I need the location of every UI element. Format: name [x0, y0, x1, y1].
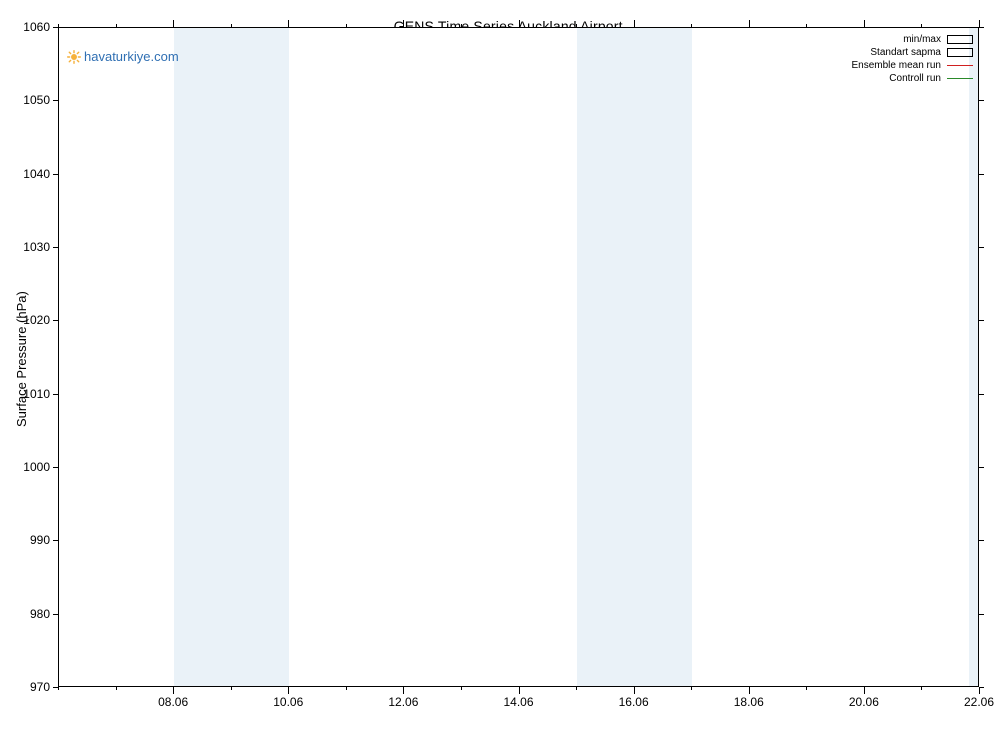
- x-tick-mark-major: [403, 687, 404, 694]
- x-tick-label: 12.06: [388, 695, 418, 709]
- right-edge-band: [969, 28, 978, 686]
- x-tick-mark-minor: [116, 687, 117, 690]
- legend-item-label: Standart sapma: [870, 46, 941, 59]
- x-tick-mark-minor: [461, 24, 462, 27]
- x-tick-mark-major: [979, 20, 980, 27]
- x-tick-mark-minor: [461, 687, 462, 690]
- y-tick-mark: [53, 614, 58, 615]
- x-tick-mark-major: [634, 687, 635, 694]
- x-tick-mark-minor: [921, 687, 922, 690]
- x-tick-mark-major: [864, 687, 865, 694]
- watermark: havaturkiye.com: [67, 49, 179, 64]
- x-tick-mark-major: [519, 20, 520, 27]
- legend-item-label: min/max: [903, 33, 941, 46]
- y-tick-mark: [979, 247, 984, 248]
- y-tick-mark: [979, 174, 984, 175]
- y-tick-label: 1040: [10, 167, 50, 181]
- x-tick-mark-major: [634, 20, 635, 27]
- x-tick-mark-major: [864, 20, 865, 27]
- sun-icon: [67, 50, 81, 63]
- y-tick-mark: [979, 467, 984, 468]
- x-tick-mark-minor: [691, 687, 692, 690]
- y-tick-mark: [53, 540, 58, 541]
- legend-item: Controll run: [852, 72, 974, 85]
- legend-item: Ensemble mean run: [852, 59, 974, 72]
- legend-swatch-box-icon: [947, 35, 973, 44]
- y-tick-mark: [979, 540, 984, 541]
- x-tick-mark-minor: [116, 24, 117, 27]
- x-tick-mark-major: [519, 687, 520, 694]
- y-tick-label: 1000: [10, 460, 50, 474]
- x-tick-label: 14.06: [503, 695, 533, 709]
- y-tick-mark: [53, 394, 58, 395]
- x-tick-mark-major: [979, 687, 980, 694]
- watermark-text: havaturkiye.com: [84, 49, 179, 64]
- y-tick-mark: [53, 27, 58, 28]
- weekend-band: [174, 28, 289, 686]
- x-tick-mark-minor: [576, 24, 577, 27]
- y-tick-label: 1030: [10, 240, 50, 254]
- x-tick-label: 10.06: [273, 695, 303, 709]
- y-tick-mark: [53, 100, 58, 101]
- y-tick-label: 1060: [10, 20, 50, 34]
- x-tick-mark-minor: [346, 687, 347, 690]
- legend-item-label: Ensemble mean run: [852, 59, 942, 72]
- x-tick-mark-minor: [58, 687, 59, 690]
- x-tick-mark-minor: [806, 24, 807, 27]
- x-tick-mark-minor: [346, 24, 347, 27]
- legend-item: min/max: [852, 33, 974, 46]
- x-tick-mark-major: [173, 687, 174, 694]
- x-tick-mark-major: [173, 20, 174, 27]
- x-tick-mark-major: [288, 20, 289, 27]
- y-tick-label: 980: [10, 607, 50, 621]
- legend-swatch-line-icon: [947, 74, 973, 83]
- x-tick-mark-minor: [921, 24, 922, 27]
- y-tick-mark: [979, 320, 984, 321]
- y-tick-mark: [53, 320, 58, 321]
- weekend-band: [577, 28, 692, 686]
- y-tick-mark: [979, 27, 984, 28]
- legend-swatch-box-icon: [947, 48, 973, 57]
- legend-swatch-line-icon: [947, 61, 973, 70]
- x-tick-mark-major: [749, 20, 750, 27]
- x-tick-label: 16.06: [619, 695, 649, 709]
- x-tick-mark-minor: [231, 24, 232, 27]
- x-tick-mark-minor: [806, 687, 807, 690]
- y-tick-label: 1050: [10, 93, 50, 107]
- x-tick-mark-minor: [231, 687, 232, 690]
- y-tick-mark: [53, 174, 58, 175]
- y-axis-label: Surface Pressure (hPa): [14, 291, 29, 427]
- x-tick-label: 20.06: [849, 695, 879, 709]
- x-tick-mark-major: [403, 20, 404, 27]
- legend-item-label: Controll run: [889, 72, 941, 85]
- y-tick-mark: [979, 614, 984, 615]
- legend-item: Standart sapma: [852, 46, 974, 59]
- y-tick-label: 970: [10, 680, 50, 694]
- x-tick-mark-major: [749, 687, 750, 694]
- x-tick-mark-minor: [691, 24, 692, 27]
- plot-area: [58, 27, 979, 687]
- chart-canvas: GENS Time Series Auckland Airport Per. 0…: [0, 0, 1000, 733]
- x-tick-label: 08.06: [158, 695, 188, 709]
- y-tick-mark: [53, 467, 58, 468]
- legend: min/maxStandart sapmaEnsemble mean runCo…: [852, 33, 974, 85]
- x-tick-label: 22.06: [964, 695, 994, 709]
- y-tick-mark: [979, 394, 984, 395]
- y-tick-mark: [979, 100, 984, 101]
- x-tick-mark-major: [288, 687, 289, 694]
- x-tick-label: 18.06: [734, 695, 764, 709]
- x-tick-mark-minor: [58, 24, 59, 27]
- y-tick-label: 990: [10, 533, 50, 547]
- y-tick-mark: [53, 247, 58, 248]
- x-tick-mark-minor: [576, 687, 577, 690]
